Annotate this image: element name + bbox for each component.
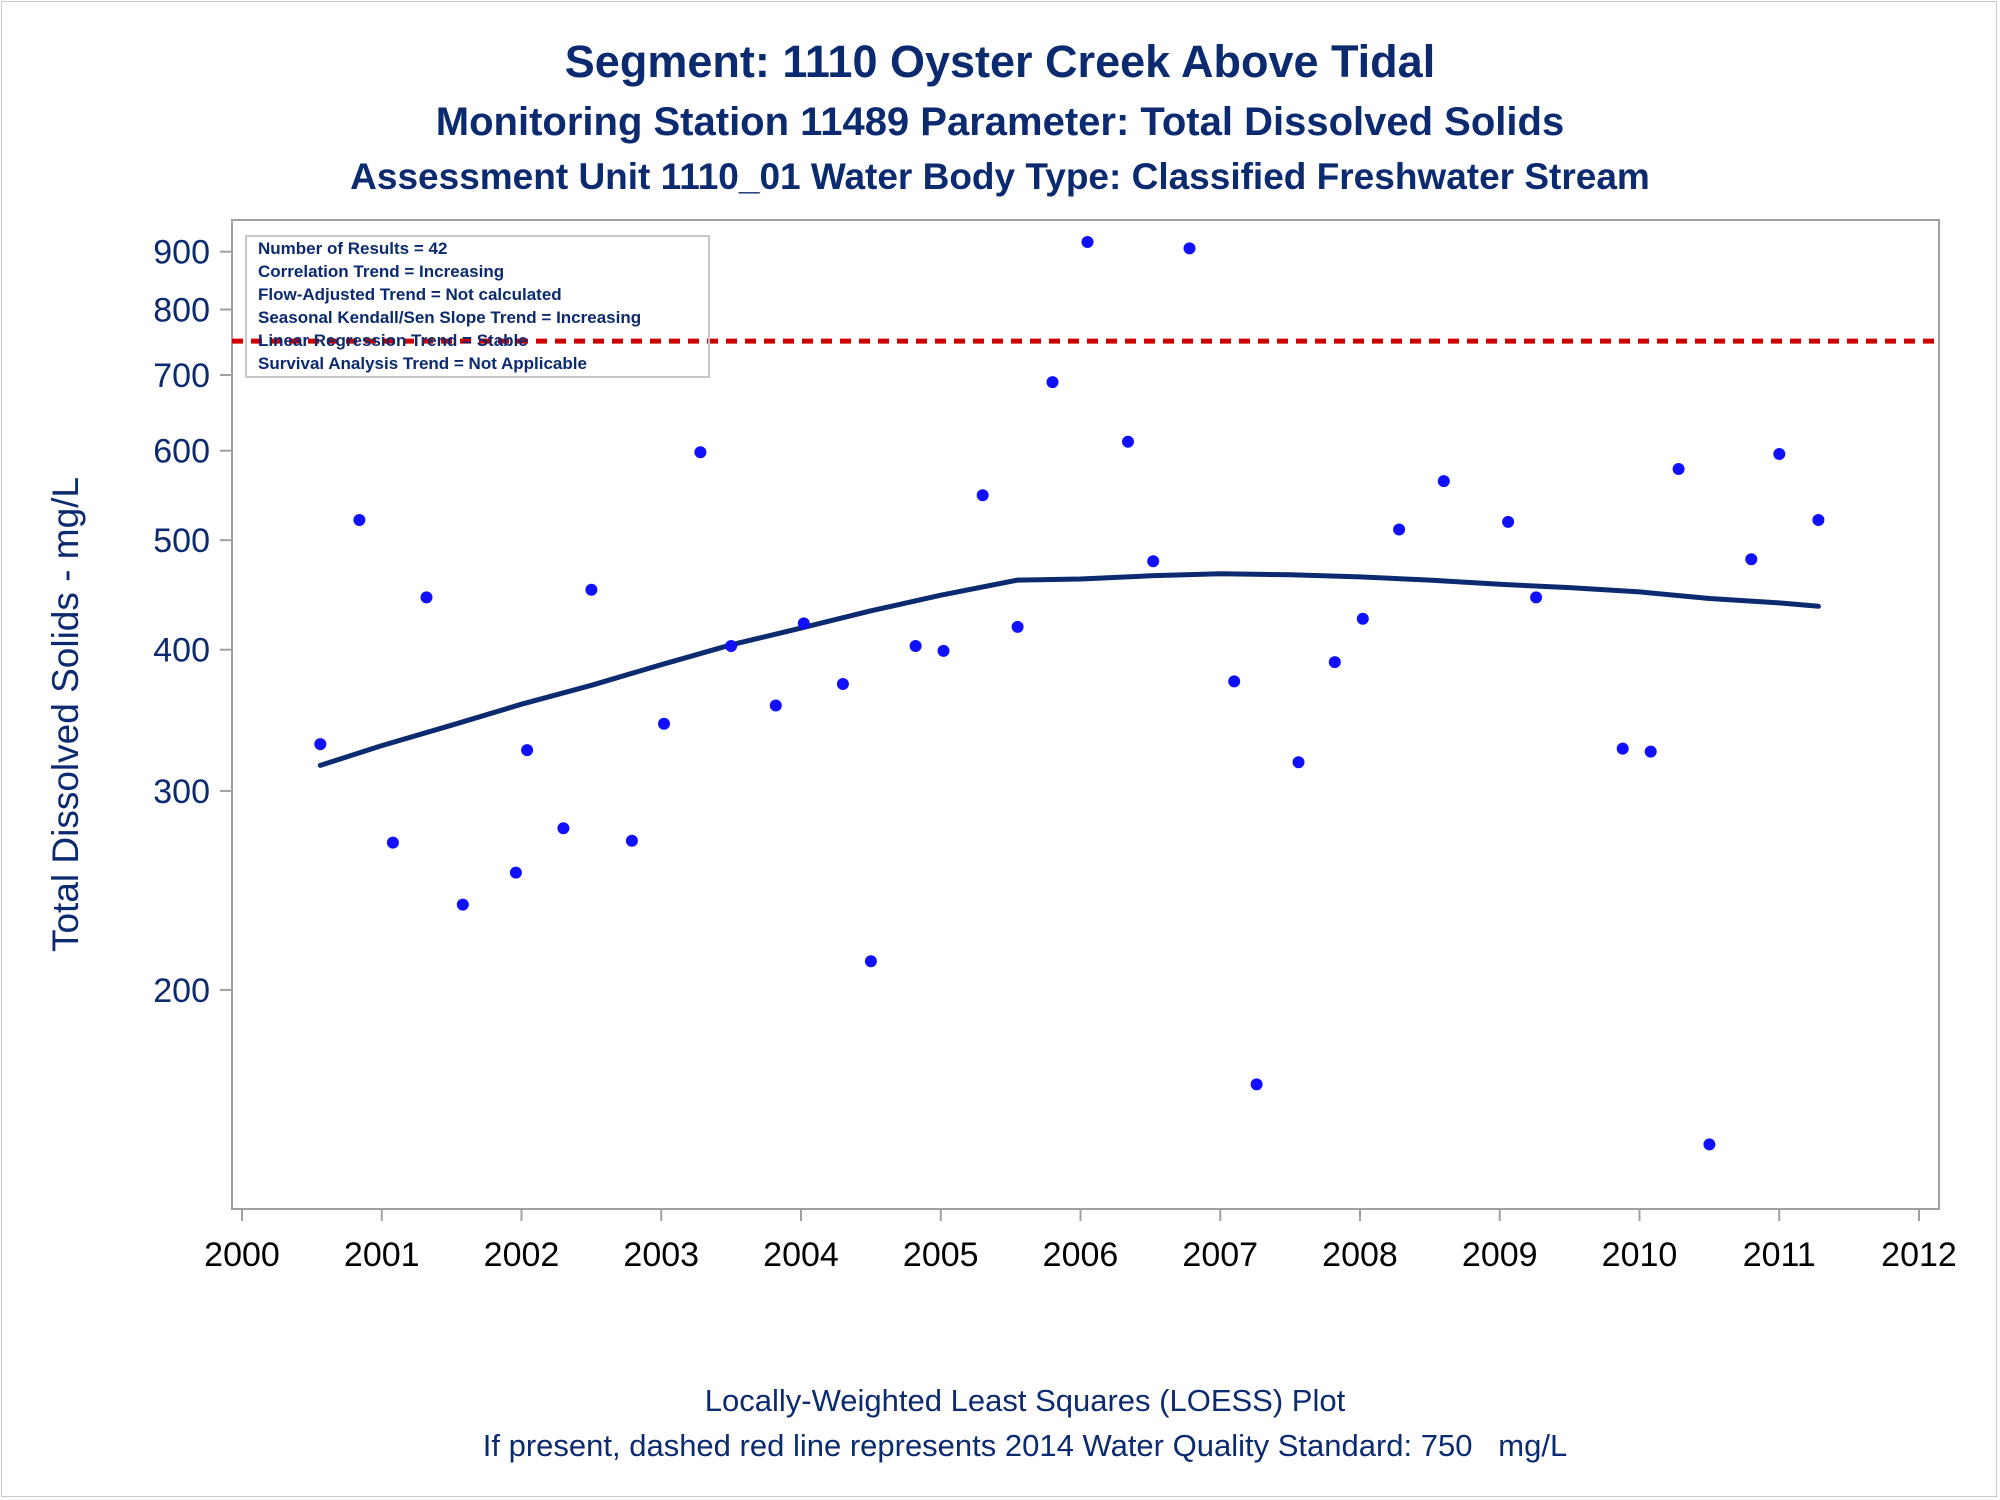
x-tick-label: 2003 — [623, 1236, 699, 1274]
x-tick-label: 2011 — [1743, 1236, 1816, 1274]
y-tick-label: 300 — [153, 773, 210, 811]
y-axis-label: Total Dissolved Solids - mg/L — [45, 477, 86, 952]
stats-box — [245, 235, 710, 378]
data-point — [353, 514, 366, 526]
data-point — [386, 836, 399, 849]
x-tick-label: 2009 — [1462, 1236, 1538, 1274]
data-point — [1437, 475, 1450, 488]
footer-note-standard: If present, dashed red line represents 2… — [482, 1428, 1568, 1463]
data-point — [797, 617, 810, 630]
plot-area: 2000 2001 2002 2003 2004 2005 2006 2007 2008 2009… — [45, 219, 1957, 1274]
data-point — [1703, 1138, 1716, 1151]
data-point — [521, 744, 534, 757]
data-point — [1228, 675, 1241, 688]
data-point — [585, 583, 598, 596]
y-tick-label: 600 — [153, 433, 210, 471]
data-point — [1250, 1078, 1263, 1091]
data-point — [976, 489, 989, 502]
x-tick-label: 2001 — [344, 1236, 420, 1274]
x-tick-label: 2007 — [1182, 1236, 1258, 1274]
data-point — [1292, 756, 1305, 769]
data-point — [625, 834, 638, 847]
data-point — [1773, 448, 1786, 460]
data-point — [420, 591, 433, 604]
data-point — [1616, 742, 1629, 755]
stats-line: Correlation Trend = Increasing — [258, 262, 504, 281]
data-point — [1745, 553, 1758, 566]
loess-curve — [317, 571, 1821, 768]
stats-line: Linear Regression Trend = Stable — [258, 331, 528, 350]
data-point — [456, 898, 469, 911]
data-point — [1122, 435, 1134, 448]
stats-line: Seasonal Kendall/Sen Slope Trend = Incre… — [258, 308, 641, 327]
data-point — [694, 446, 707, 459]
y-tick-label: 700 — [153, 357, 210, 395]
data-point — [1356, 612, 1369, 625]
data-point — [1011, 620, 1024, 633]
data-point — [769, 699, 782, 712]
stats-line: Flow-Adjusted Trend = Not calculated — [258, 285, 562, 304]
data-point — [1147, 555, 1160, 568]
data-point — [1081, 236, 1094, 248]
y-tick-label: 900 — [153, 234, 210, 272]
data-point — [937, 644, 950, 657]
data-point — [1812, 514, 1825, 526]
y-tick-label: 800 — [153, 291, 210, 329]
y-tick-label: 400 — [153, 632, 210, 670]
chart-subtitle-2: Assessment Unit 1110_01 Water Body Type:… — [350, 156, 1650, 197]
data-point — [1328, 656, 1341, 669]
data-point — [1046, 376, 1059, 389]
data-point — [1502, 515, 1515, 528]
data-point — [509, 866, 522, 879]
x-tick-label: 2004 — [763, 1236, 839, 1274]
plot-frame — [231, 219, 1940, 1210]
data-point — [1530, 591, 1543, 604]
data-point — [557, 822, 570, 835]
x-tick-label: 2012 — [1881, 1236, 1957, 1274]
data-point — [1644, 745, 1657, 758]
chart-subtitle: Monitoring Station 11489 Parameter: Tota… — [435, 100, 1565, 144]
x-tick-label: 2002 — [484, 1236, 560, 1274]
data-point — [864, 955, 877, 968]
chart-title: Segment: 1110 Oyster Creek Above Tidal — [564, 36, 1436, 87]
data-point — [658, 717, 670, 730]
data-point — [1393, 523, 1406, 536]
x-tick-label: 2000 — [204, 1236, 280, 1274]
stats-line: Number of Results = 42 — [258, 239, 447, 258]
x-tick-label: 2008 — [1322, 1236, 1398, 1274]
x-tick-label: 2006 — [1043, 1236, 1119, 1274]
x-tick-label: 2010 — [1602, 1236, 1678, 1274]
data-point — [836, 678, 849, 690]
data-point — [909, 640, 922, 652]
y-tick-label: 200 — [153, 972, 210, 1010]
y-tick-label: 500 — [153, 522, 210, 560]
x-tick-label: 2005 — [903, 1236, 979, 1274]
footer-note-loess: Locally-Weighted Least Squares (LOESS) P… — [704, 1383, 1346, 1418]
data-point — [725, 640, 738, 652]
stats-line: Survival Analysis Trend = Not Applicable — [258, 354, 587, 373]
data-point — [1672, 463, 1685, 475]
data-point — [1183, 242, 1196, 255]
data-point — [314, 738, 327, 751]
